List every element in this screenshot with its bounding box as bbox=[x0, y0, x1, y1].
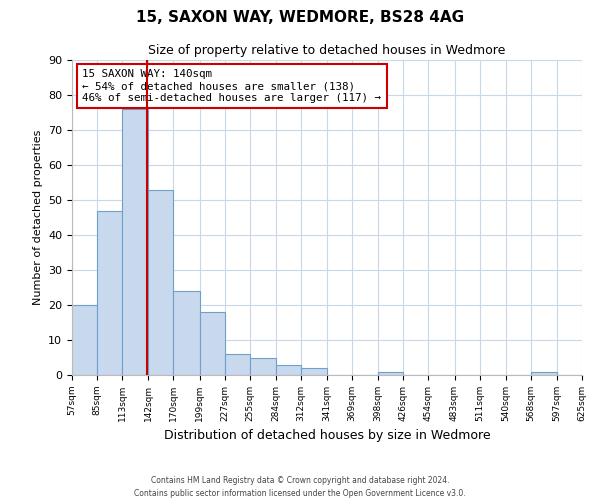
Bar bbox=[173, 291, 199, 375]
Bar bbox=[148, 190, 173, 375]
Y-axis label: Number of detached properties: Number of detached properties bbox=[32, 130, 43, 305]
Bar bbox=[276, 364, 301, 375]
Bar bbox=[301, 368, 327, 375]
Bar bbox=[378, 372, 403, 375]
Text: 15 SAXON WAY: 140sqm
← 54% of detached houses are smaller (138)
46% of semi-deta: 15 SAXON WAY: 140sqm ← 54% of detached h… bbox=[82, 70, 381, 102]
Bar bbox=[250, 358, 276, 375]
Bar bbox=[122, 109, 148, 375]
Text: Contains HM Land Registry data © Crown copyright and database right 2024.
Contai: Contains HM Land Registry data © Crown c… bbox=[134, 476, 466, 498]
Bar bbox=[72, 305, 97, 375]
Bar bbox=[199, 312, 224, 375]
Bar bbox=[531, 372, 557, 375]
Title: Size of property relative to detached houses in Wedmore: Size of property relative to detached ho… bbox=[148, 44, 506, 58]
Text: 15, SAXON WAY, WEDMORE, BS28 4AG: 15, SAXON WAY, WEDMORE, BS28 4AG bbox=[136, 10, 464, 25]
Bar bbox=[224, 354, 250, 375]
Bar bbox=[97, 210, 122, 375]
X-axis label: Distribution of detached houses by size in Wedmore: Distribution of detached houses by size … bbox=[164, 430, 490, 442]
